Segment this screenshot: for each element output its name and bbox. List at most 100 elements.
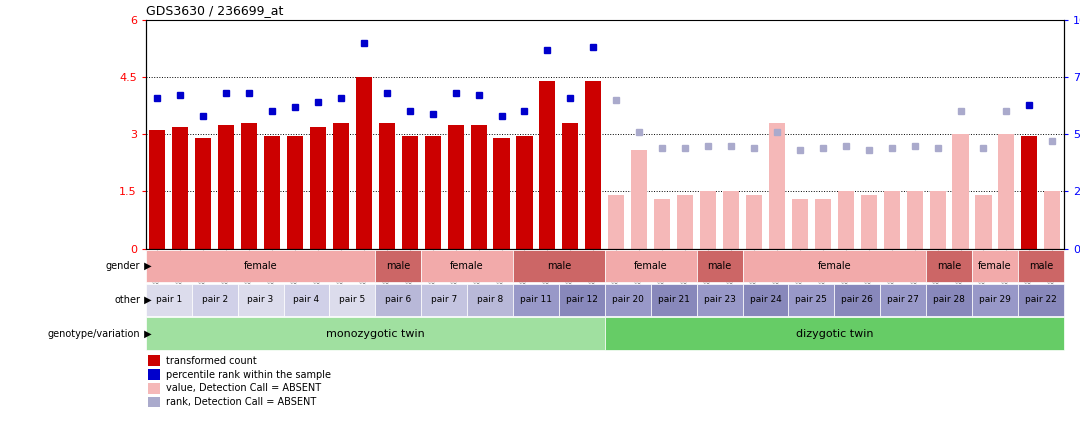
Bar [333, 123, 349, 249]
Text: pair 7: pair 7 [431, 295, 457, 305]
Bar [172, 127, 188, 249]
Bar [608, 195, 624, 249]
Text: male: male [707, 261, 731, 271]
Text: ▶: ▶ [141, 261, 152, 271]
Text: pair 20: pair 20 [611, 295, 644, 305]
Bar [287, 136, 303, 249]
Text: pair 22: pair 22 [1025, 295, 1056, 305]
Bar [1022, 136, 1038, 249]
Bar [241, 123, 257, 249]
Bar [513, 250, 605, 282]
Bar [677, 195, 693, 249]
Bar [471, 125, 487, 249]
Bar [743, 250, 927, 282]
Bar [376, 250, 421, 282]
Text: value, Detection Call = ABSENT: value, Detection Call = ABSENT [166, 383, 322, 393]
Bar [355, 77, 372, 249]
Text: percentile rank within the sample: percentile rank within the sample [166, 369, 332, 380]
Bar [376, 284, 421, 316]
Bar [424, 136, 441, 249]
Bar [148, 356, 161, 366]
Text: gender: gender [106, 261, 140, 271]
Bar [838, 191, 854, 249]
Bar [379, 123, 395, 249]
Bar [218, 125, 234, 249]
Bar [650, 284, 697, 316]
Text: pair 2: pair 2 [202, 295, 228, 305]
Text: pair 28: pair 28 [933, 295, 966, 305]
Bar [283, 284, 329, 316]
Bar [746, 195, 762, 249]
Bar [447, 125, 463, 249]
Bar [421, 284, 468, 316]
Bar [195, 138, 212, 249]
Bar [605, 284, 650, 316]
Text: pair 3: pair 3 [247, 295, 273, 305]
Text: pair 29: pair 29 [978, 295, 1011, 305]
Bar [880, 284, 927, 316]
Bar [329, 284, 376, 316]
Bar [146, 250, 376, 282]
Text: pair 26: pair 26 [841, 295, 874, 305]
Bar [883, 191, 900, 249]
Bar [585, 81, 602, 249]
Bar [563, 123, 579, 249]
Text: pair 5: pair 5 [339, 295, 365, 305]
Bar [238, 284, 283, 316]
Bar [516, 136, 532, 249]
Bar [559, 284, 605, 316]
Text: genotype/variation: genotype/variation [48, 329, 140, 339]
Text: female: female [244, 261, 278, 271]
Text: male: male [1029, 261, 1053, 271]
Text: dizygotic twin: dizygotic twin [796, 329, 873, 339]
Bar [192, 284, 238, 316]
Text: pair 4: pair 4 [294, 295, 320, 305]
Text: ▶: ▶ [141, 295, 152, 305]
Bar [513, 284, 559, 316]
Bar [697, 284, 743, 316]
Bar [975, 195, 991, 249]
Bar [769, 123, 785, 249]
Bar [148, 369, 161, 380]
Text: rank, Detection Call = ABSENT: rank, Detection Call = ABSENT [166, 397, 316, 407]
Bar [1044, 191, 1061, 249]
Bar [972, 284, 1018, 316]
Bar [953, 135, 969, 249]
Text: GDS3630 / 236699_at: GDS3630 / 236699_at [146, 4, 283, 17]
Bar [631, 150, 647, 249]
Bar [468, 284, 513, 316]
Bar [1018, 284, 1064, 316]
Bar [723, 191, 739, 249]
Text: pair 27: pair 27 [887, 295, 919, 305]
Bar [930, 191, 946, 249]
Bar [1018, 250, 1064, 282]
Text: female: female [634, 261, 667, 271]
Bar [788, 284, 835, 316]
Text: monozygotic twin: monozygotic twin [326, 329, 424, 339]
Text: pair 11: pair 11 [519, 295, 552, 305]
Text: pair 23: pair 23 [703, 295, 735, 305]
Bar [149, 131, 165, 249]
Text: other: other [114, 295, 140, 305]
Text: female: female [450, 261, 484, 271]
Bar [310, 127, 326, 249]
Bar [148, 383, 161, 393]
Bar [494, 138, 510, 249]
Text: pair 24: pair 24 [750, 295, 781, 305]
Bar [972, 250, 1018, 282]
Text: male: male [937, 261, 961, 271]
Bar [539, 81, 555, 249]
Bar [146, 317, 605, 350]
Bar [605, 250, 697, 282]
Text: pair 25: pair 25 [795, 295, 827, 305]
Bar [421, 250, 513, 282]
Bar [814, 199, 831, 249]
Bar [927, 284, 972, 316]
Bar [998, 135, 1014, 249]
Bar [700, 191, 716, 249]
Bar [146, 284, 192, 316]
Text: pair 1: pair 1 [156, 295, 181, 305]
Text: pair 6: pair 6 [386, 295, 411, 305]
Text: pair 12: pair 12 [566, 295, 598, 305]
Text: male: male [387, 261, 410, 271]
